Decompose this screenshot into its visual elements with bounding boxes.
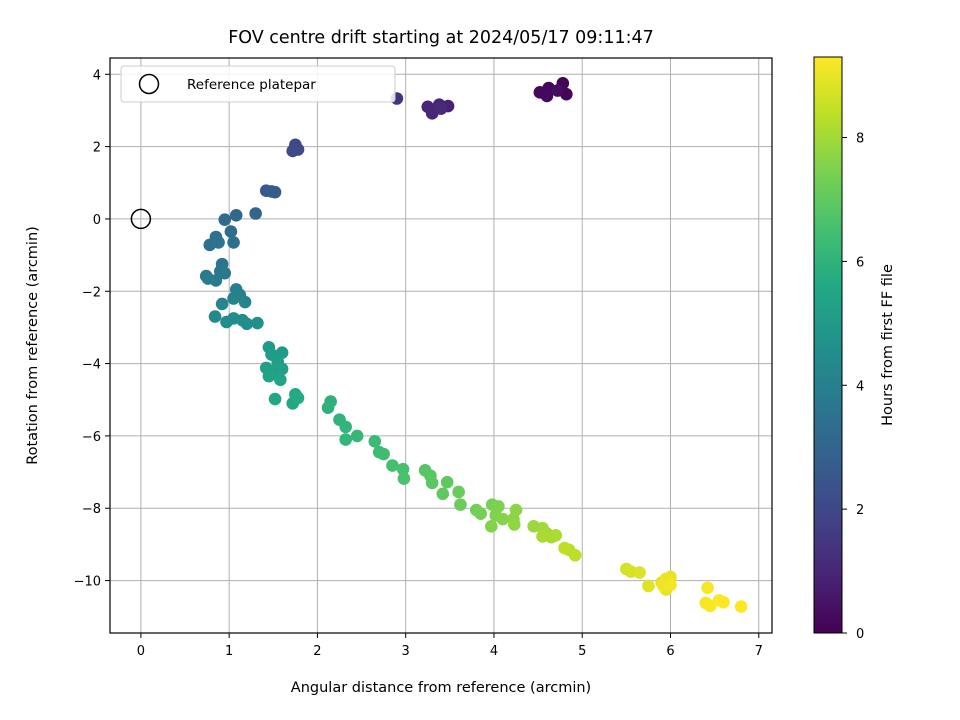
x-tick-label: 7	[755, 644, 763, 659]
y-tick-label: −2	[82, 285, 101, 300]
data-point	[218, 213, 232, 226]
data-point	[642, 579, 655, 593]
data-point	[218, 266, 232, 280]
data-point	[396, 462, 410, 476]
data-point	[474, 507, 488, 520]
reference-marker	[130, 208, 152, 230]
x-tick-label: 6	[666, 644, 674, 659]
data-point	[633, 566, 646, 579]
data-point	[339, 433, 352, 446]
data-point	[339, 420, 352, 434]
y-tick-label: −10	[74, 575, 101, 590]
legend: Reference platepar	[120, 65, 396, 103]
data-point	[274, 373, 287, 387]
data-point	[434, 102, 448, 115]
data-point	[262, 369, 276, 383]
data-point	[717, 595, 730, 609]
data-point	[208, 310, 222, 323]
colorbar-label: Hours from first FF file	[880, 264, 896, 426]
data-point	[425, 476, 439, 490]
y-tick-label: 4	[93, 68, 101, 83]
data-point	[268, 392, 282, 406]
data-point	[240, 317, 254, 331]
chart-title: FOV centre drift starting at 2024/05/17 …	[228, 28, 654, 48]
data-point	[215, 297, 229, 311]
x-tick-label: 2	[313, 644, 321, 659]
data-point	[536, 530, 549, 543]
data-point	[275, 362, 289, 376]
data-point	[734, 600, 748, 613]
data-point	[212, 236, 225, 249]
data-point	[321, 401, 335, 415]
x-tick-label: 0	[137, 644, 145, 659]
data-point	[350, 429, 364, 443]
data-point	[440, 475, 454, 489]
data-point	[201, 272, 215, 285]
data-point	[558, 541, 571, 555]
colorbar-tick-label: 0	[856, 627, 864, 642]
grid	[110, 58, 772, 633]
colorbar-tick-label: 8	[856, 132, 864, 147]
data-point	[454, 498, 467, 511]
colorbar-ticks: 0 2 4 6 8	[842, 132, 864, 642]
data-point	[507, 518, 521, 531]
data-point	[664, 578, 677, 592]
data-point	[386, 459, 399, 472]
y-axis-ticks: 4 2 0 −2 −4 −6 −8 −10	[74, 68, 110, 590]
colorbar-tick-label: 2	[856, 503, 864, 518]
x-tick-label: 3	[402, 644, 410, 659]
legend-entry-reference: Reference platepar	[187, 77, 316, 93]
data-point	[496, 512, 510, 526]
data-point	[549, 529, 563, 542]
data-point	[436, 487, 450, 501]
data-point	[291, 391, 305, 405]
y-tick-label: −4	[82, 358, 101, 373]
data-point	[238, 295, 252, 309]
data-point	[485, 520, 498, 533]
data-point	[229, 209, 243, 222]
data-point	[286, 144, 300, 158]
legend-marker	[138, 73, 160, 95]
data-point	[227, 236, 240, 249]
data-point	[509, 503, 523, 517]
data-points	[199, 77, 748, 613]
y-tick-label: −8	[82, 502, 101, 517]
data-point	[227, 292, 240, 305]
data-point	[251, 316, 264, 330]
y-tick-label: 0	[93, 213, 101, 228]
colorbar-tick-label: 4	[856, 379, 864, 394]
data-point	[568, 548, 582, 562]
data-point	[397, 472, 411, 485]
data-point	[224, 225, 238, 238]
data-point	[540, 89, 554, 103]
y-tick-label: −6	[82, 430, 101, 445]
y-tick-label: 2	[93, 141, 101, 156]
data-point	[551, 84, 564, 97]
x-axis-ticks: 0 1 2 3 4 5 6 7	[137, 633, 763, 659]
x-axis-label: Angular distance from reference (arcmin)	[291, 680, 591, 696]
x-tick-label: 5	[578, 644, 586, 659]
data-point	[377, 447, 390, 461]
data-point	[452, 485, 465, 499]
colorbar-tick-label: 6	[856, 255, 864, 270]
data-point	[268, 185, 282, 199]
data-point	[249, 207, 262, 220]
legend-box	[120, 65, 396, 103]
colorbar	[813, 56, 843, 634]
plot-frame	[109, 57, 773, 634]
data-point	[368, 435, 382, 448]
y-axis-label: Rotation from reference (arcmin)	[25, 226, 41, 465]
x-tick-label: 4	[490, 644, 498, 659]
data-point	[701, 581, 714, 595]
x-tick-label: 1	[225, 644, 233, 659]
